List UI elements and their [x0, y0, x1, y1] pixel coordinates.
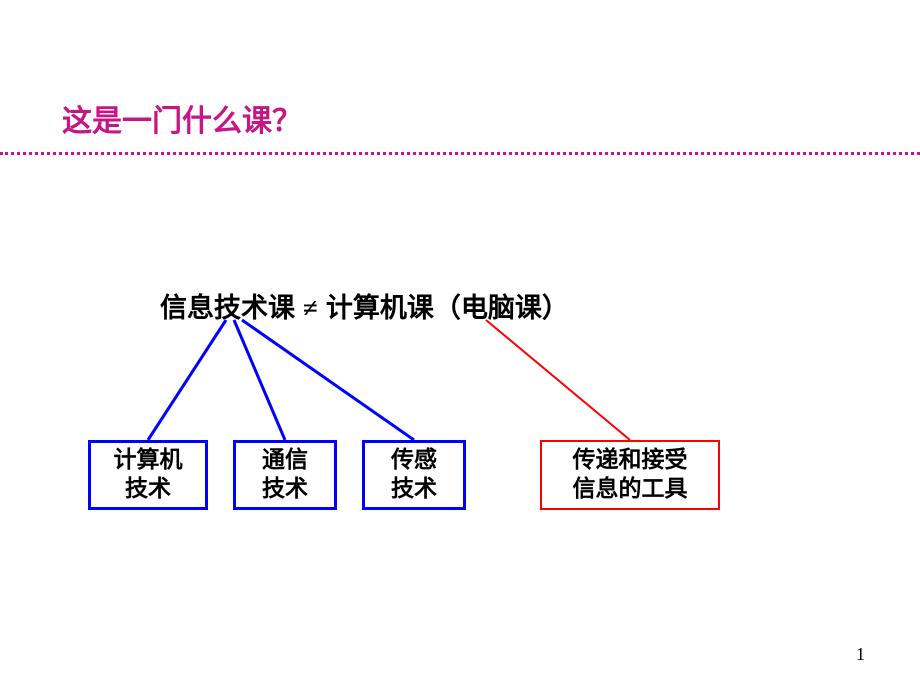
box-1: 通信技术 [233, 440, 337, 510]
box-line: 信息的工具 [573, 475, 688, 504]
box-line: 技术 [125, 475, 171, 504]
not-equal-icon: ≠ [303, 293, 318, 324]
box-line: 传递和接受 [573, 446, 688, 475]
box-line: 通信 [262, 446, 308, 475]
box-2: 传感技术 [362, 440, 466, 510]
box-line: 技术 [391, 475, 437, 504]
box-0: 计算机技术 [88, 440, 208, 510]
page-number: 1 [856, 644, 865, 665]
box-line: 传感 [391, 446, 437, 475]
divider [0, 152, 920, 155]
box-line: 计算机 [114, 446, 183, 475]
equation-left: 信息技术课 [160, 293, 295, 323]
equation-line: 信息技术课 ≠ 计算机课（电脑课） [160, 286, 569, 325]
slide-title: 这是一门什么课？ [62, 96, 302, 140]
equation-right: 计算机课（电脑课） [326, 293, 569, 323]
box-3: 传递和接受信息的工具 [540, 440, 720, 510]
box-line: 技术 [262, 475, 308, 504]
